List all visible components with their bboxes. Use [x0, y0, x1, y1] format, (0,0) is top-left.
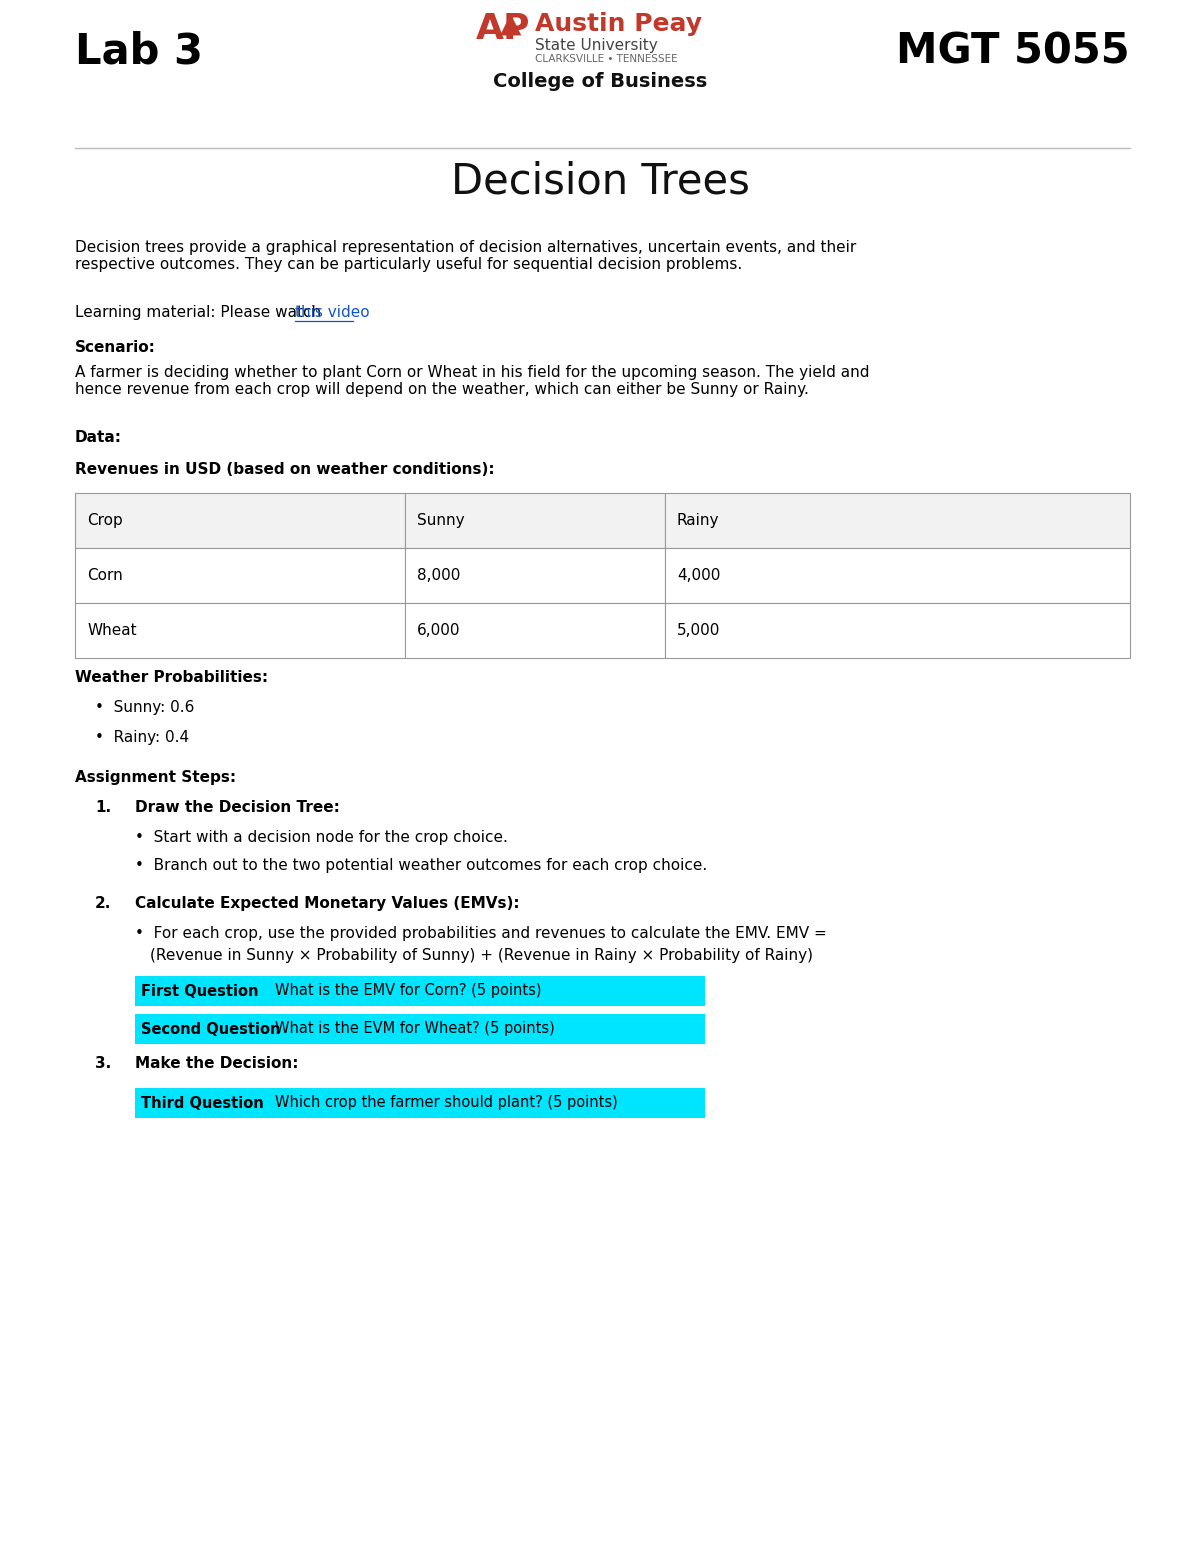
Text: Assignment Steps:: Assignment Steps:: [74, 769, 236, 785]
Text: Scenario:: Scenario:: [74, 339, 156, 355]
Bar: [406, 547, 665, 604]
Text: Corn: Corn: [88, 568, 122, 583]
Text: 6,000: 6,000: [418, 622, 461, 638]
Text: 8,000: 8,000: [418, 568, 461, 583]
Text: CLARKSVILLE • TENNESSEE: CLARKSVILLE • TENNESSEE: [535, 55, 678, 64]
Text: MGT 5055: MGT 5055: [896, 30, 1130, 72]
Text: Draw the Decision Tree:: Draw the Decision Tree:: [134, 801, 340, 815]
Text: First Question: First Question: [142, 984, 258, 998]
Text: Rainy: Rainy: [677, 513, 720, 529]
Text: Sunny: Sunny: [418, 513, 464, 529]
Text: Decision trees provide a graphical representation of decision alternatives, unce: Decision trees provide a graphical repre…: [74, 239, 857, 272]
Bar: [134, 1089, 706, 1118]
Text: Wheat: Wheat: [88, 622, 137, 638]
Bar: [74, 547, 406, 604]
Bar: [134, 1013, 706, 1045]
Text: Weather Probabilities:: Weather Probabilities:: [74, 669, 268, 685]
Text: 1.: 1.: [95, 801, 112, 815]
Text: this video: this video: [295, 305, 370, 321]
Text: 3.: 3.: [95, 1056, 112, 1071]
Text: A farmer is deciding whether to plant Corn or Wheat in his field for the upcomin: A farmer is deciding whether to plant Co…: [74, 364, 870, 397]
Text: ▲: ▲: [500, 9, 521, 38]
Text: Decision Trees: Decision Trees: [450, 160, 750, 202]
Text: •  Branch out to the two potential weather outcomes for each crop choice.: • Branch out to the two potential weathe…: [134, 859, 707, 873]
Text: 5,000: 5,000: [677, 622, 720, 638]
Text: Learning material: Please watch: Learning material: Please watch: [74, 305, 326, 321]
Text: What is the EMV for Corn? (5 points): What is the EMV for Corn? (5 points): [275, 984, 541, 998]
Text: Lab 3: Lab 3: [74, 30, 203, 72]
Bar: [665, 547, 1130, 604]
Text: What is the EVM for Wheat? (5 points): What is the EVM for Wheat? (5 points): [275, 1021, 554, 1037]
Text: Revenues in USD (based on weather conditions):: Revenues in USD (based on weather condit…: [74, 461, 494, 477]
Text: Third Question: Third Question: [142, 1095, 264, 1110]
Text: Austin Peay: Austin Peay: [535, 13, 702, 36]
Bar: [74, 493, 406, 547]
Bar: [665, 604, 1130, 658]
Text: •  Start with a decision node for the crop choice.: • Start with a decision node for the cro…: [134, 830, 508, 845]
Text: College of Business: College of Business: [493, 72, 707, 91]
Text: •  Sunny: 0.6: • Sunny: 0.6: [95, 701, 194, 715]
Text: Data:: Data:: [74, 430, 122, 446]
Text: Second Question: Second Question: [142, 1021, 281, 1037]
Text: Which crop the farmer should plant? (5 points): Which crop the farmer should plant? (5 p…: [275, 1095, 618, 1110]
Text: Make the Decision:: Make the Decision:: [134, 1056, 299, 1071]
Text: Crop: Crop: [88, 513, 122, 529]
Bar: [406, 493, 665, 547]
Text: 4,000: 4,000: [677, 568, 720, 583]
Bar: [665, 493, 1130, 547]
Text: •  Rainy: 0.4: • Rainy: 0.4: [95, 730, 190, 744]
Text: State University: State University: [535, 38, 658, 53]
Text: AP: AP: [475, 13, 530, 45]
Bar: [74, 604, 406, 658]
Bar: [134, 976, 706, 1006]
Text: (Revenue in Sunny × Probability of Sunny) + (Revenue in Rainy × Probability of R: (Revenue in Sunny × Probability of Sunny…: [150, 948, 814, 963]
Text: 2.: 2.: [95, 896, 112, 910]
Bar: [406, 604, 665, 658]
Text: •  For each crop, use the provided probabilities and revenues to calculate the E: • For each crop, use the provided probab…: [134, 926, 827, 942]
Text: Calculate Expected Monetary Values (EMVs):: Calculate Expected Monetary Values (EMVs…: [134, 896, 520, 910]
